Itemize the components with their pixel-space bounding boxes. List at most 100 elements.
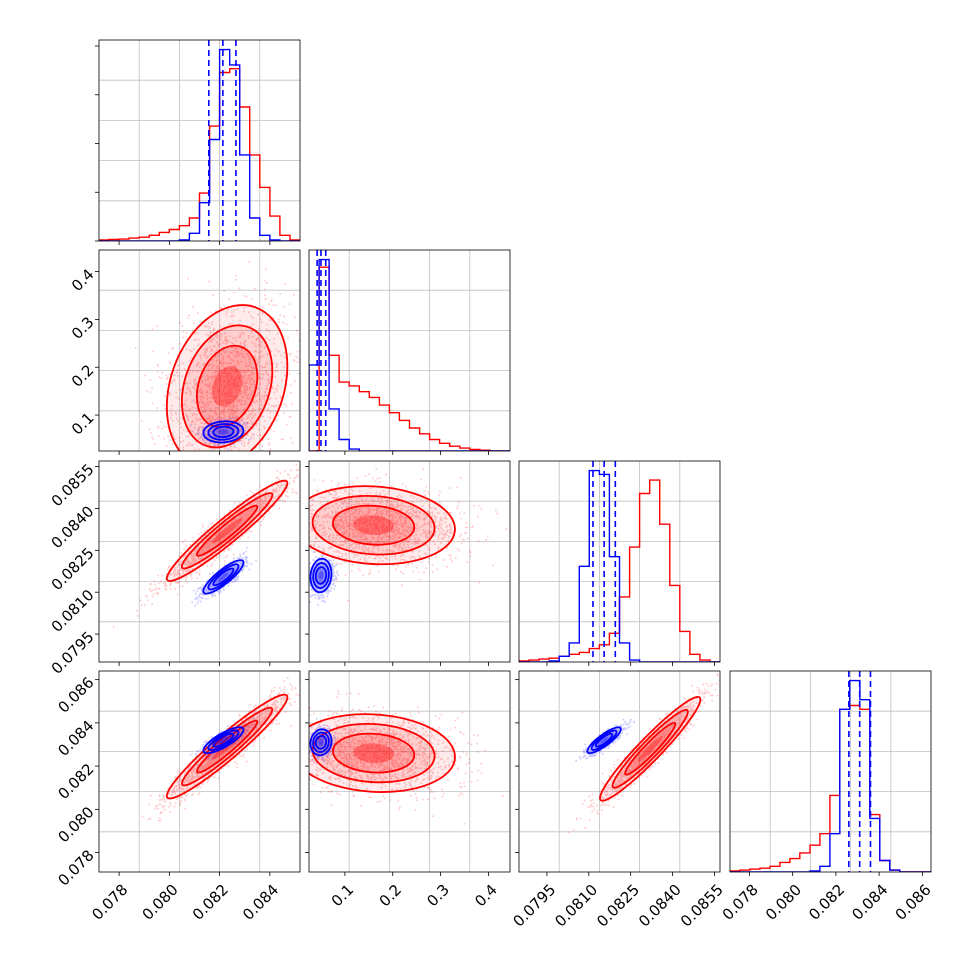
density-fill [196,345,258,428]
histogram-series-a [99,48,300,241]
x-tick-label: 0.0795 [509,881,559,931]
contour-line [314,566,328,585]
sample-cloud [567,673,720,834]
contour-line [311,495,436,556]
x-tick-label: 0.086 [892,881,935,924]
contour-line [586,726,622,755]
x-tick-label: 0.0840 [635,881,685,931]
contour-line [332,732,416,774]
sample-cloud [190,416,255,451]
histogram-series-b [309,266,510,451]
density-fill [315,567,327,584]
contour-line [180,492,274,570]
density-fill [218,572,229,582]
sample-cloud [309,468,508,602]
contour-line [312,731,330,753]
contour-line [207,563,240,591]
histogram-panel-2 [518,460,721,663]
contour-line [309,713,456,793]
contour-line [202,726,245,755]
x-tick-label: 0.084 [848,881,891,924]
y-tick-label: 0.080 [54,803,97,846]
x-tick-label: 0.080 [139,881,182,924]
contour-line [212,567,235,587]
density-fill [595,733,613,747]
contour-line [181,706,274,787]
contour-line [180,324,274,449]
contour-series-b [599,696,702,802]
panel-frame [518,670,721,873]
contour-series-b [165,479,289,582]
contour-series-a [202,726,245,755]
x-tick-label: 0.078 [719,881,762,924]
y-tick-label: 0.1 [68,409,98,439]
x-tick-label: 0.084 [239,881,282,924]
y-tick-label: 0.2 [68,361,98,391]
contour-line [309,728,333,757]
contour-line [165,304,289,451]
contour-line [309,557,333,594]
density-fill [353,515,394,535]
density-fill [218,429,229,435]
contour-line [314,734,328,750]
density-fill [213,426,234,438]
density-fill [181,493,273,569]
contour-line [309,485,456,566]
panel-frame [98,249,301,452]
density-fill [212,518,243,544]
density-fill [181,325,273,448]
density-fill [166,305,288,451]
density-fill [218,736,229,744]
scatter-panel-3-2 [518,670,721,873]
contour-line [165,479,289,582]
contour-line [207,423,240,441]
x-tick-label: 0.082 [805,881,848,924]
y-tick-label: 0.084 [54,717,97,760]
contour-series-a [586,726,622,755]
density-fill [591,730,617,750]
y-tick-label: 0.078 [54,846,97,889]
contour-series-a [309,728,333,757]
scatter-panel-2-0 [98,460,301,663]
sample-cloud [112,464,300,628]
panel-frame [308,460,511,663]
contour-line [611,708,689,789]
y-tick-label: 0.0840 [48,502,98,552]
y-tick-label: 0.086 [54,673,97,716]
y-tick-label: 0.0855 [48,460,98,510]
density-fill [213,733,234,747]
x-tick-label: 0.0825 [593,881,643,931]
contour-line [196,719,259,774]
density-fill [208,730,239,750]
histogram-panel-3 [729,670,932,873]
contour-series-a [202,420,245,444]
density-fill [353,743,394,763]
histogram-series-a [730,679,931,872]
contour-line [590,729,618,751]
density-fill [318,739,324,746]
density-fill [625,722,676,775]
x-tick-label: 0.3 [423,881,453,911]
density-fill [212,366,243,407]
density-fill [599,736,609,744]
histogram-series-a [309,258,510,451]
density-fill [196,505,258,556]
x-tick-label: 0.1 [328,881,358,911]
y-tick-label: 0.0810 [48,586,98,636]
contour-line [212,732,235,748]
density-fill [208,564,239,590]
x-tick-label: 0.2 [376,881,406,911]
x-tick-label: 0.0855 [677,881,727,931]
x-tick-label: 0.080 [762,881,805,924]
sample-cloud [134,261,300,451]
x-tick-label: 0.4 [471,881,501,911]
contour-series-b [309,485,456,566]
density-fill [332,733,415,773]
panel-frame [308,249,511,452]
scatter-panel-3-1 [308,670,511,873]
y-tick-label: 0.3 [68,313,98,343]
histogram-series-a [519,469,720,662]
y-tick-label: 0.082 [54,760,97,803]
contour-line [332,504,416,546]
